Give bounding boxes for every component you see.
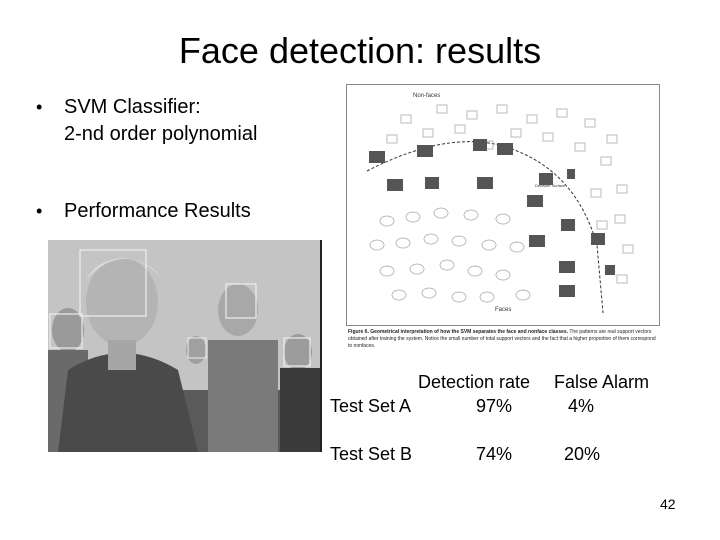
label-nonfaces: Non-faces xyxy=(413,93,440,99)
support-vectors xyxy=(369,139,615,297)
face-patterns xyxy=(369,207,531,303)
bullet-dot-icon: • xyxy=(36,201,43,221)
row-label-test-set-b: Test Set B xyxy=(330,444,413,464)
nonface-patterns xyxy=(386,104,634,284)
svm-diagram: Non-faces Faces Decision Surface xyxy=(366,93,634,314)
photo-illustration xyxy=(48,240,320,452)
figure-caption: Figure 6. Geometrical interpretation of … xyxy=(348,329,660,350)
cell-false-alarm-a: 4% xyxy=(568,396,595,416)
svm-figure: Non-faces Faces Decision Surface xyxy=(346,84,660,354)
header-detection-rate: Detection rate xyxy=(418,372,531,392)
figure-caption-bold: Figure 6. Geometrical interpretation of … xyxy=(348,329,569,335)
bullet-line: Performance Results xyxy=(64,200,251,222)
bullet-svm-classifier: • SVM Classifier: 2-nd order polynomial xyxy=(36,94,258,148)
cell-detection-a: 97% xyxy=(476,396,513,416)
group-photo xyxy=(48,240,322,452)
label-decision-surface: Decision Surface xyxy=(535,183,566,188)
row-label-test-set-a: Test Set A xyxy=(330,396,412,416)
figure-caption-rest: The patterns are real support vectors ob… xyxy=(348,329,656,349)
bullet-line: SVM Classifier: xyxy=(64,96,201,118)
slide-title: Face detection: results xyxy=(178,30,542,71)
page-number: 42 xyxy=(660,496,676,512)
bullet-dot-icon: • xyxy=(36,97,43,117)
label-faces: Faces xyxy=(495,307,511,313)
cell-false-alarm-b: 20% xyxy=(564,444,601,464)
bullet-line: 2-nd order polynomial xyxy=(64,123,258,145)
figure-frame: Non-faces Faces Decision Surface xyxy=(346,84,660,326)
header-false-alarm: False Alarm xyxy=(554,372,650,392)
cell-detection-b: 74% xyxy=(476,444,513,464)
bullet-performance-results: • Performance Results xyxy=(36,198,251,225)
